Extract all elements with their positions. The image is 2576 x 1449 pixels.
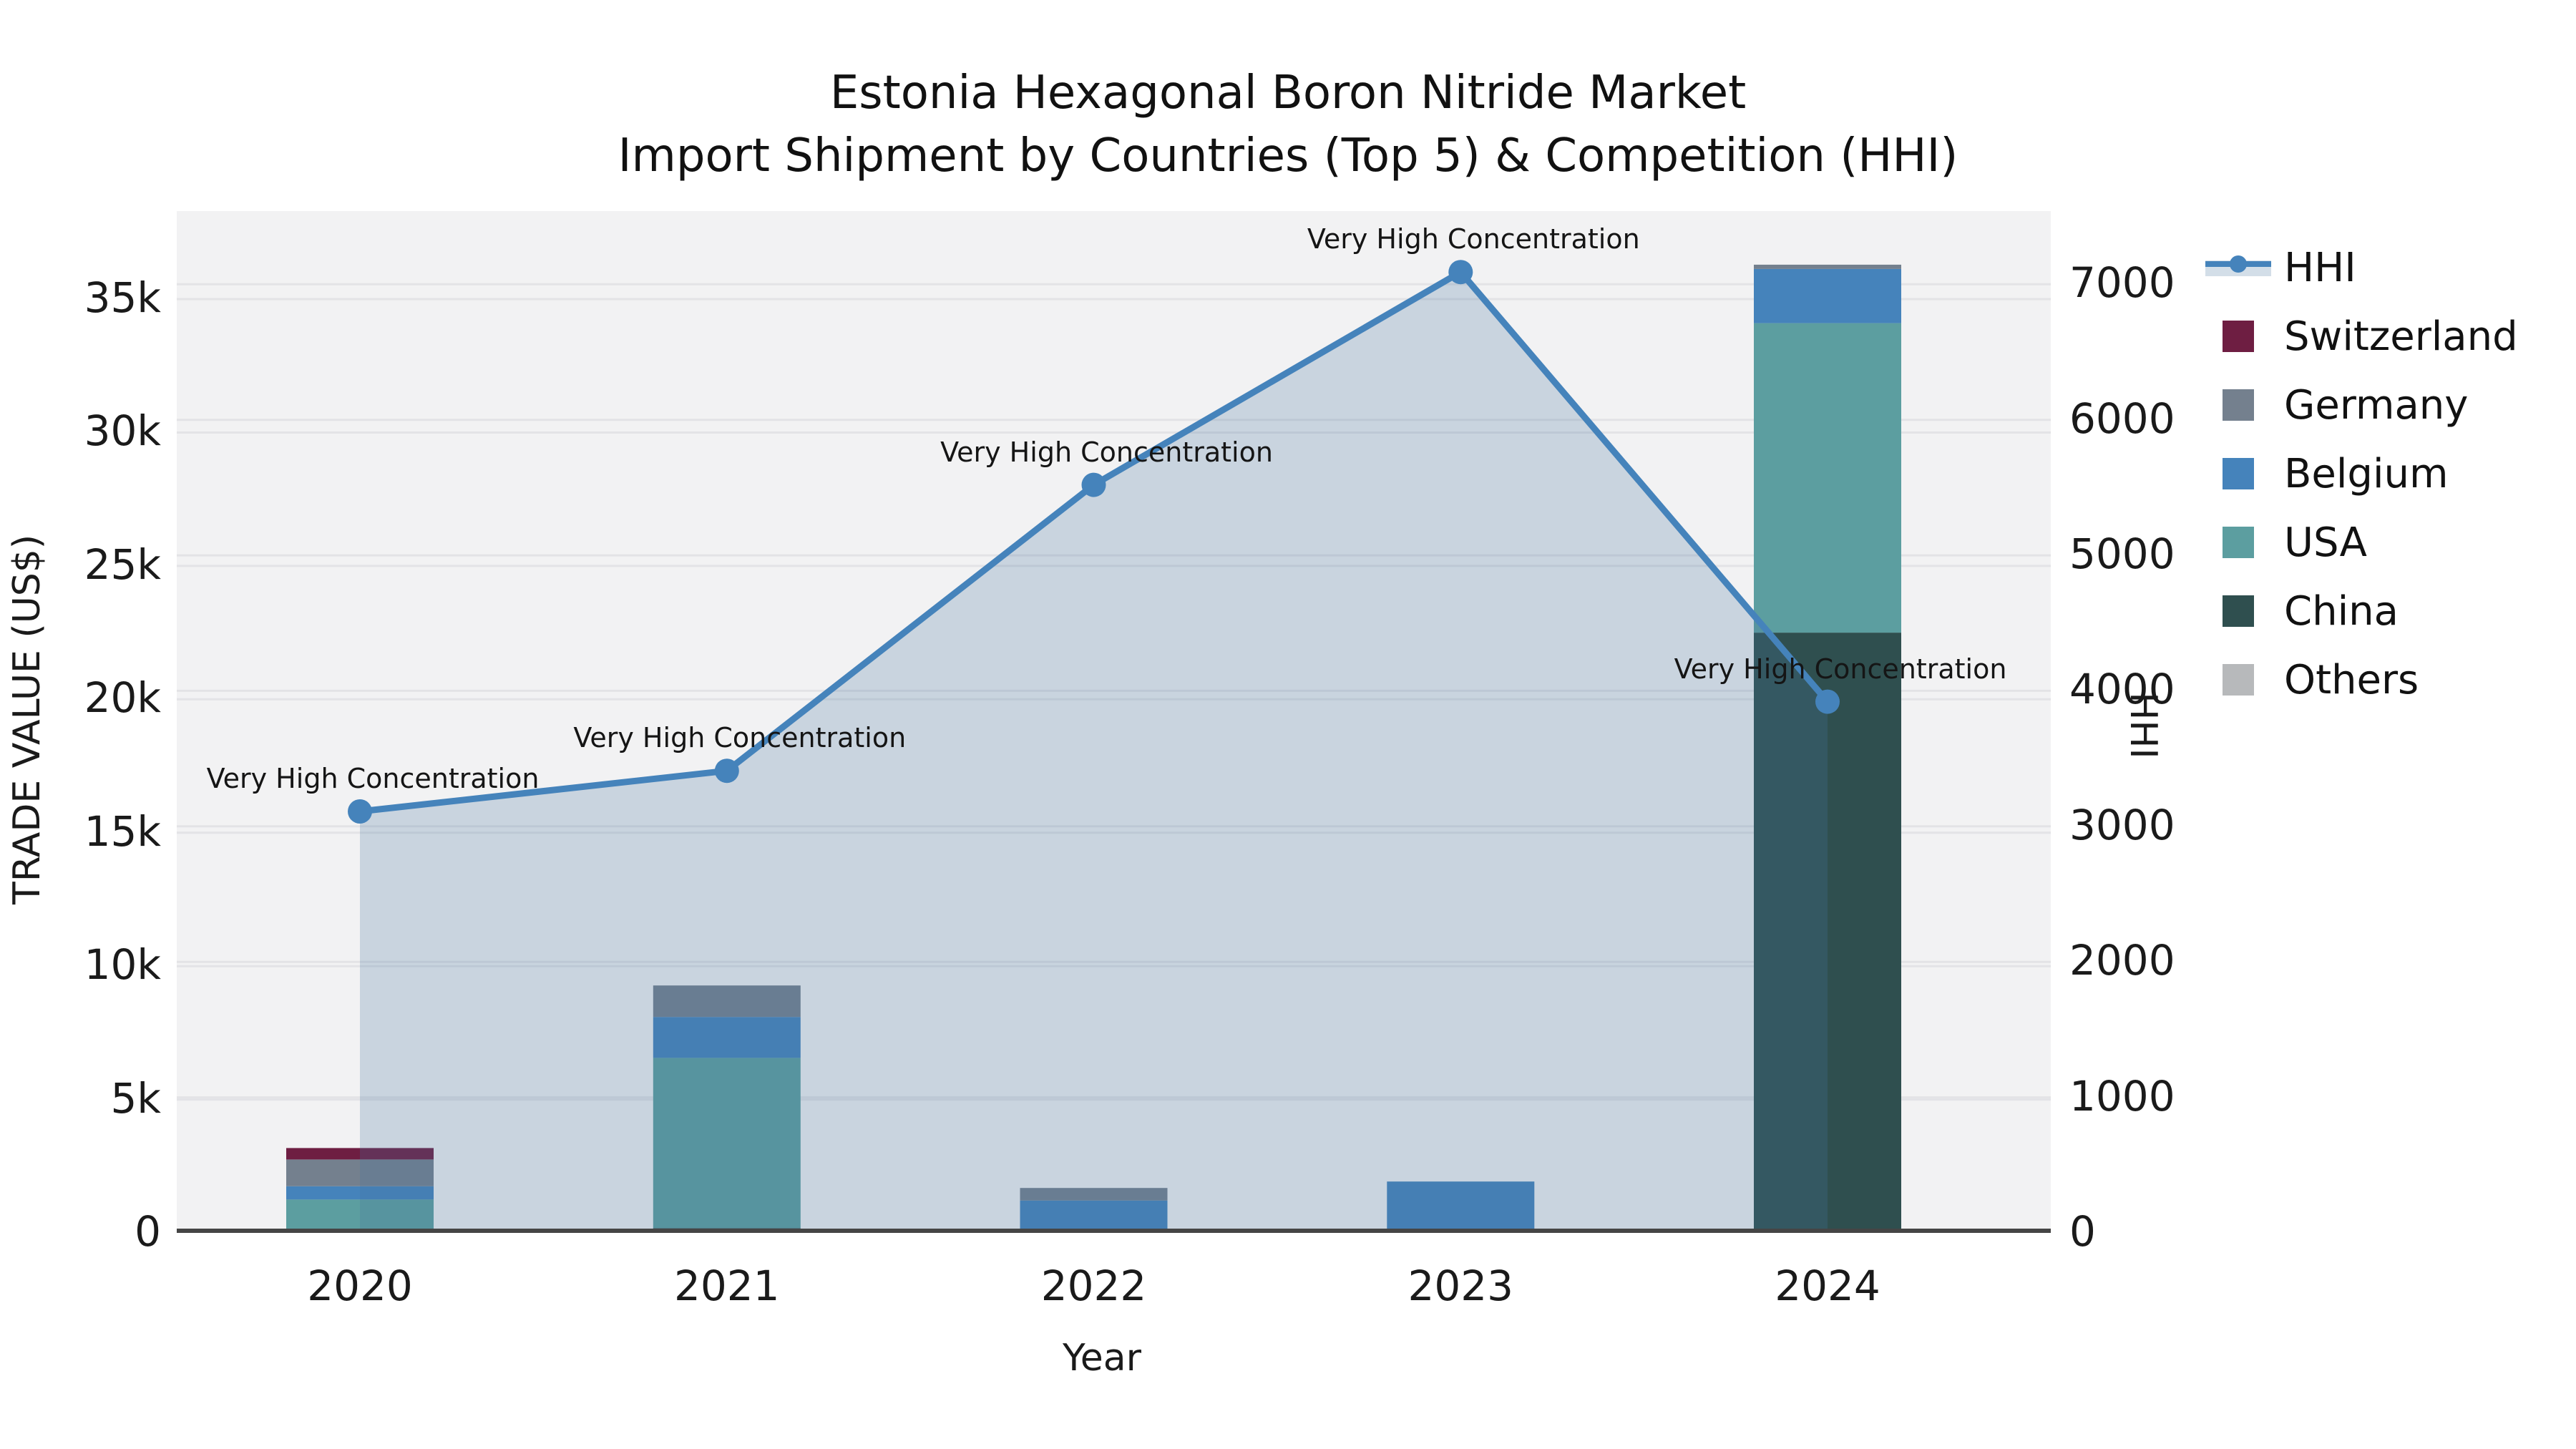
chart-canvas (177, 260, 2051, 1233)
bar-segment-belgium-2020 (286, 1186, 434, 1200)
legend-item-germany: Germany (2205, 371, 2563, 439)
hhi-point-2024 (1815, 689, 1840, 714)
right-tick-0: 0 (2069, 1207, 2096, 1256)
china-swatch-icon (2223, 595, 2254, 627)
bar-segment-germany-2021 (653, 985, 801, 1018)
right-tick-1000: 1000 (2069, 1071, 2175, 1121)
legend-label-usa: USA (2284, 519, 2367, 566)
bar-segment-belgium-2023 (1387, 1181, 1535, 1233)
left-tick-5k: 5k (110, 1073, 162, 1123)
x-tick-2024: 2024 (1775, 1262, 1880, 1310)
switzerland-swatch-icon (2223, 321, 2254, 352)
legend-item-belgium: Belgium (2205, 439, 2563, 508)
bar-segment-germany-2022 (1020, 1188, 1168, 1201)
x-tick-2020: 2020 (307, 1262, 413, 1310)
right-tick-7000: 7000 (2069, 258, 2175, 308)
left-tick-0: 0 (135, 1207, 161, 1256)
legend: HHI Switzerland Germany Belgium USA China Othe… (2205, 233, 2563, 714)
x-tick-2023: 2023 (1407, 1262, 1514, 1310)
legend-label-belgium: Belgium (2284, 450, 2449, 497)
x-axis-line (177, 1229, 2051, 1233)
legend-item-switzerland: Switzerland (2205, 302, 2563, 371)
right-tick-4000: 4000 (2069, 665, 2175, 714)
right-tick-3000: 3000 (2069, 800, 2175, 849)
x-axis-title: Year (1062, 1337, 1142, 1380)
plot-area (177, 211, 2051, 1233)
others-swatch-icon (2223, 664, 2254, 696)
bar-segment-switzerland-2020 (286, 1148, 434, 1160)
x-tick-2021: 2021 (673, 1262, 780, 1310)
hhi-point-2020 (348, 799, 372, 824)
left-tick-30k: 30k (84, 406, 161, 456)
hhi-point-2022 (1081, 472, 1106, 497)
right-tick-6000: 6000 (2069, 394, 2175, 443)
right-axis-title: HHI (2122, 692, 2165, 759)
left-tick-35k: 35k (84, 273, 161, 323)
bar-segment-belgium-2021 (653, 1017, 801, 1058)
bar-segment-belgium-2024 (1754, 268, 1901, 323)
germany-swatch-icon (2223, 389, 2254, 421)
legend-item-hhi: HHI (2205, 233, 2563, 302)
legend-item-usa: USA (2205, 508, 2563, 577)
chart-title: Estonia Hexagonal Boron Nitride Market I… (0, 62, 2576, 187)
annotation-2022: Very High Concentration (940, 436, 1273, 468)
left-tick-15k: 15k (84, 806, 161, 856)
annotation-2024: Very High Concentration (1674, 653, 2007, 685)
hhi-area-fill (360, 272, 1828, 1233)
left-axis-title: TRADE VALUE (US$) (6, 534, 49, 904)
legend-label-germany: Germany (2284, 381, 2469, 429)
hhi-line-icon (2205, 252, 2271, 283)
annotation-2021: Very High Concentration (573, 722, 907, 754)
bar-segment-belgium-2022 (1020, 1200, 1168, 1229)
legend-label-china: China (2284, 587, 2399, 635)
legend-label-others: Others (2284, 656, 2419, 703)
hhi-point-2023 (1448, 260, 1473, 285)
bar-segment-usa-2021 (653, 1058, 801, 1229)
bar-segment-usa-2020 (286, 1199, 434, 1233)
annotation-2023: Very High Concentration (1307, 223, 1640, 255)
chart-title-line1: Estonia Hexagonal Boron Nitride Market (829, 67, 1747, 119)
left-tick-20k: 20k (84, 673, 161, 723)
right-tick-2000: 2000 (2069, 936, 2175, 985)
bar-segment-usa-2024 (1754, 323, 1901, 633)
legend-item-china: China (2205, 577, 2563, 645)
hhi-point-2021 (714, 758, 739, 784)
legend-item-others: Others (2205, 645, 2563, 714)
chart-title-line2: Import Shipment by Countries (Top 5) & C… (618, 130, 1958, 182)
usa-swatch-icon (2223, 527, 2254, 558)
bar-segment-germany-2024 (1754, 264, 1901, 269)
right-tick-5000: 5000 (2069, 530, 2175, 579)
x-tick-2022: 2022 (1040, 1262, 1147, 1310)
legend-label-switzerland: Switzerland (2284, 313, 2518, 360)
belgium-swatch-icon (2223, 458, 2254, 489)
left-tick-25k: 25k (84, 540, 161, 589)
bar-segment-china-2024 (1754, 633, 1901, 1233)
left-tick-10k: 10k (84, 940, 161, 990)
bar-segment-germany-2020 (286, 1159, 434, 1186)
legend-label-hhi: HHI (2284, 244, 2356, 291)
annotation-2020: Very High Concentration (206, 762, 540, 794)
